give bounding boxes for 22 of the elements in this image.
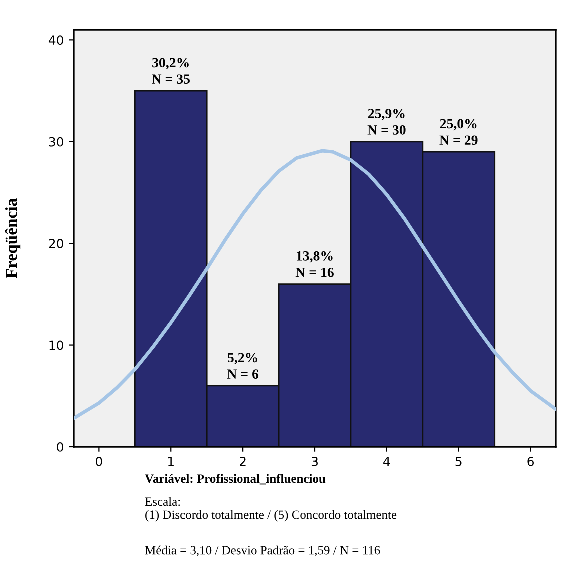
y-tick-label: 10	[50, 340, 64, 350]
x-tick-label: 2	[240, 456, 246, 466]
x-tick-label: 5	[456, 457, 462, 466]
data-label: 13,8% N = 16	[296, 251, 334, 278]
y-tick-label: 40	[48, 36, 64, 46]
line-series	[74, 149, 556, 420]
data-label: 30,2% N = 35	[152, 58, 190, 84]
text: Escala: (1) Discordo totalmente / (5) Concordo totalmente	[145, 497, 397, 522]
x-tick-label: 4	[384, 457, 390, 466]
y-axis-title: Freqüência	[5, 198, 21, 278]
text: Média = 3,10 / Desvio Padrão = 1,59 / N = 116	[145, 546, 380, 556]
text: Variável: Profissional_influenciou	[145, 474, 326, 485]
y-tick-label: 0	[57, 442, 64, 452]
x-tick-label: 1	[168, 457, 174, 466]
x-tick-label: 0	[96, 456, 102, 466]
x-tick-label: 3	[312, 456, 318, 466]
data-label: 25,0% N = 29	[440, 119, 478, 146]
data-label: 25,9% N = 30	[368, 109, 406, 135]
y-tick-label: 20	[49, 239, 64, 249]
y-tick-label: 30	[49, 137, 64, 147]
data-label: 5,2% N = 6	[227, 353, 259, 379]
x-tick-label: 6	[528, 456, 534, 466]
